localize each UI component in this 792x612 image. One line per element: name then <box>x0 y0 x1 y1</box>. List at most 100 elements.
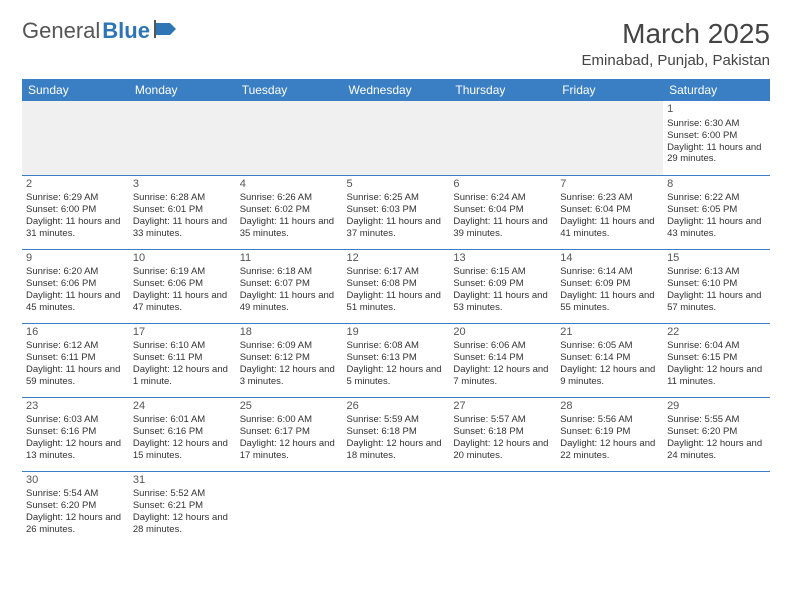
daylight-line: Daylight: 11 hours and 55 minutes. <box>560 290 659 314</box>
daylight-line: Daylight: 12 hours and 24 minutes. <box>667 438 766 462</box>
day-number: 13 <box>453 252 552 266</box>
daylight-line: Daylight: 11 hours and 59 minutes. <box>26 364 125 388</box>
calendar-cell: 23Sunrise: 6:03 AMSunset: 6:16 PMDayligh… <box>22 397 129 471</box>
calendar-cell: 16Sunrise: 6:12 AMSunset: 6:11 PMDayligh… <box>22 323 129 397</box>
calendar-cell: 26Sunrise: 5:59 AMSunset: 6:18 PMDayligh… <box>343 397 450 471</box>
sunset-line: Sunset: 6:18 PM <box>453 426 552 438</box>
calendar-cell <box>236 101 343 175</box>
sunrise-line: Sunrise: 6:26 AM <box>240 192 339 204</box>
logo-text-2: Blue <box>102 18 150 44</box>
calendar-cell: 2Sunrise: 6:29 AMSunset: 6:00 PMDaylight… <box>22 175 129 249</box>
calendar-cell: 10Sunrise: 6:19 AMSunset: 6:06 PMDayligh… <box>129 249 236 323</box>
sunset-line: Sunset: 6:03 PM <box>347 204 446 216</box>
sunrise-line: Sunrise: 6:15 AM <box>453 266 552 278</box>
day-header: Saturday <box>663 79 770 101</box>
sunrise-line: Sunrise: 6:01 AM <box>133 414 232 426</box>
calendar-cell: 30Sunrise: 5:54 AMSunset: 6:20 PMDayligh… <box>22 471 129 545</box>
sunrise-line: Sunrise: 6:29 AM <box>26 192 125 204</box>
calendar-body: 1Sunrise: 6:30 AMSunset: 6:00 PMDaylight… <box>22 101 770 545</box>
day-number: 19 <box>347 326 446 340</box>
day-number: 11 <box>240 252 339 266</box>
calendar-cell: 4Sunrise: 6:26 AMSunset: 6:02 PMDaylight… <box>236 175 343 249</box>
daylight-line: Daylight: 11 hours and 31 minutes. <box>26 216 125 240</box>
sunset-line: Sunset: 6:14 PM <box>560 352 659 364</box>
calendar-cell: 5Sunrise: 6:25 AMSunset: 6:03 PMDaylight… <box>343 175 450 249</box>
calendar-cell: 17Sunrise: 6:10 AMSunset: 6:11 PMDayligh… <box>129 323 236 397</box>
sunset-line: Sunset: 6:06 PM <box>26 278 125 290</box>
calendar-cell: 14Sunrise: 6:14 AMSunset: 6:09 PMDayligh… <box>556 249 663 323</box>
calendar-week: 16Sunrise: 6:12 AMSunset: 6:11 PMDayligh… <box>22 323 770 397</box>
daylight-line: Daylight: 12 hours and 13 minutes. <box>26 438 125 462</box>
day-number: 3 <box>133 178 232 192</box>
sunrise-line: Sunrise: 6:14 AM <box>560 266 659 278</box>
calendar-week: 30Sunrise: 5:54 AMSunset: 6:20 PMDayligh… <box>22 471 770 545</box>
calendar-cell: 3Sunrise: 6:28 AMSunset: 6:01 PMDaylight… <box>129 175 236 249</box>
daylight-line: Daylight: 12 hours and 26 minutes. <box>26 512 125 536</box>
calendar-cell: 11Sunrise: 6:18 AMSunset: 6:07 PMDayligh… <box>236 249 343 323</box>
sunrise-line: Sunrise: 6:18 AM <box>240 266 339 278</box>
day-number: 23 <box>26 400 125 414</box>
day-number: 27 <box>453 400 552 414</box>
daylight-line: Daylight: 12 hours and 3 minutes. <box>240 364 339 388</box>
calendar-cell: 12Sunrise: 6:17 AMSunset: 6:08 PMDayligh… <box>343 249 450 323</box>
day-number: 18 <box>240 326 339 340</box>
day-number: 9 <box>26 252 125 266</box>
day-number: 16 <box>26 326 125 340</box>
daylight-line: Daylight: 12 hours and 15 minutes. <box>133 438 232 462</box>
calendar-cell <box>556 101 663 175</box>
sunset-line: Sunset: 6:13 PM <box>347 352 446 364</box>
sunrise-line: Sunrise: 6:05 AM <box>560 340 659 352</box>
day-header: Monday <box>129 79 236 101</box>
calendar-cell <box>663 471 770 545</box>
sunset-line: Sunset: 6:21 PM <box>133 500 232 512</box>
sunset-line: Sunset: 6:07 PM <box>240 278 339 290</box>
calendar-cell: 7Sunrise: 6:23 AMSunset: 6:04 PMDaylight… <box>556 175 663 249</box>
calendar-table: SundayMondayTuesdayWednesdayThursdayFrid… <box>22 79 770 545</box>
sunset-line: Sunset: 6:06 PM <box>133 278 232 290</box>
sunrise-line: Sunrise: 6:22 AM <box>667 192 766 204</box>
flag-icon <box>154 18 180 44</box>
daylight-line: Daylight: 12 hours and 11 minutes. <box>667 364 766 388</box>
day-number: 1 <box>667 103 766 117</box>
day-header: Wednesday <box>343 79 450 101</box>
sunset-line: Sunset: 6:04 PM <box>560 204 659 216</box>
sunrise-line: Sunrise: 6:06 AM <box>453 340 552 352</box>
sunrise-line: Sunrise: 5:57 AM <box>453 414 552 426</box>
calendar-cell: 27Sunrise: 5:57 AMSunset: 6:18 PMDayligh… <box>449 397 556 471</box>
sunset-line: Sunset: 6:19 PM <box>560 426 659 438</box>
calendar-cell: 9Sunrise: 6:20 AMSunset: 6:06 PMDaylight… <box>22 249 129 323</box>
day-number: 25 <box>240 400 339 414</box>
calendar-cell: 24Sunrise: 6:01 AMSunset: 6:16 PMDayligh… <box>129 397 236 471</box>
calendar-cell: 28Sunrise: 5:56 AMSunset: 6:19 PMDayligh… <box>556 397 663 471</box>
sunrise-line: Sunrise: 5:59 AM <box>347 414 446 426</box>
day-header: Friday <box>556 79 663 101</box>
day-number: 21 <box>560 326 659 340</box>
sunrise-line: Sunrise: 6:10 AM <box>133 340 232 352</box>
calendar-cell: 21Sunrise: 6:05 AMSunset: 6:14 PMDayligh… <box>556 323 663 397</box>
daylight-line: Daylight: 12 hours and 1 minute. <box>133 364 232 388</box>
sunset-line: Sunset: 6:10 PM <box>667 278 766 290</box>
calendar-cell: 13Sunrise: 6:15 AMSunset: 6:09 PMDayligh… <box>449 249 556 323</box>
calendar-week: 9Sunrise: 6:20 AMSunset: 6:06 PMDaylight… <box>22 249 770 323</box>
day-number: 14 <box>560 252 659 266</box>
sunset-line: Sunset: 6:20 PM <box>26 500 125 512</box>
day-number: 24 <box>133 400 232 414</box>
calendar-cell: 8Sunrise: 6:22 AMSunset: 6:05 PMDaylight… <box>663 175 770 249</box>
sunset-line: Sunset: 6:18 PM <box>347 426 446 438</box>
sunset-line: Sunset: 6:09 PM <box>560 278 659 290</box>
calendar-week: 1Sunrise: 6:30 AMSunset: 6:00 PMDaylight… <box>22 101 770 175</box>
daylight-line: Daylight: 12 hours and 9 minutes. <box>560 364 659 388</box>
calendar-cell: 19Sunrise: 6:08 AMSunset: 6:13 PMDayligh… <box>343 323 450 397</box>
day-number: 31 <box>133 474 232 488</box>
calendar-cell: 18Sunrise: 6:09 AMSunset: 6:12 PMDayligh… <box>236 323 343 397</box>
calendar-week: 23Sunrise: 6:03 AMSunset: 6:16 PMDayligh… <box>22 397 770 471</box>
daylight-line: Daylight: 11 hours and 29 minutes. <box>667 142 766 166</box>
daylight-line: Daylight: 11 hours and 57 minutes. <box>667 290 766 314</box>
calendar-cell: 1Sunrise: 6:30 AMSunset: 6:00 PMDaylight… <box>663 101 770 175</box>
daylight-line: Daylight: 11 hours and 35 minutes. <box>240 216 339 240</box>
day-number: 4 <box>240 178 339 192</box>
calendar-cell: 29Sunrise: 5:55 AMSunset: 6:20 PMDayligh… <box>663 397 770 471</box>
sunset-line: Sunset: 6:05 PM <box>667 204 766 216</box>
calendar-cell: 22Sunrise: 6:04 AMSunset: 6:15 PMDayligh… <box>663 323 770 397</box>
sunrise-line: Sunrise: 5:52 AM <box>133 488 232 500</box>
